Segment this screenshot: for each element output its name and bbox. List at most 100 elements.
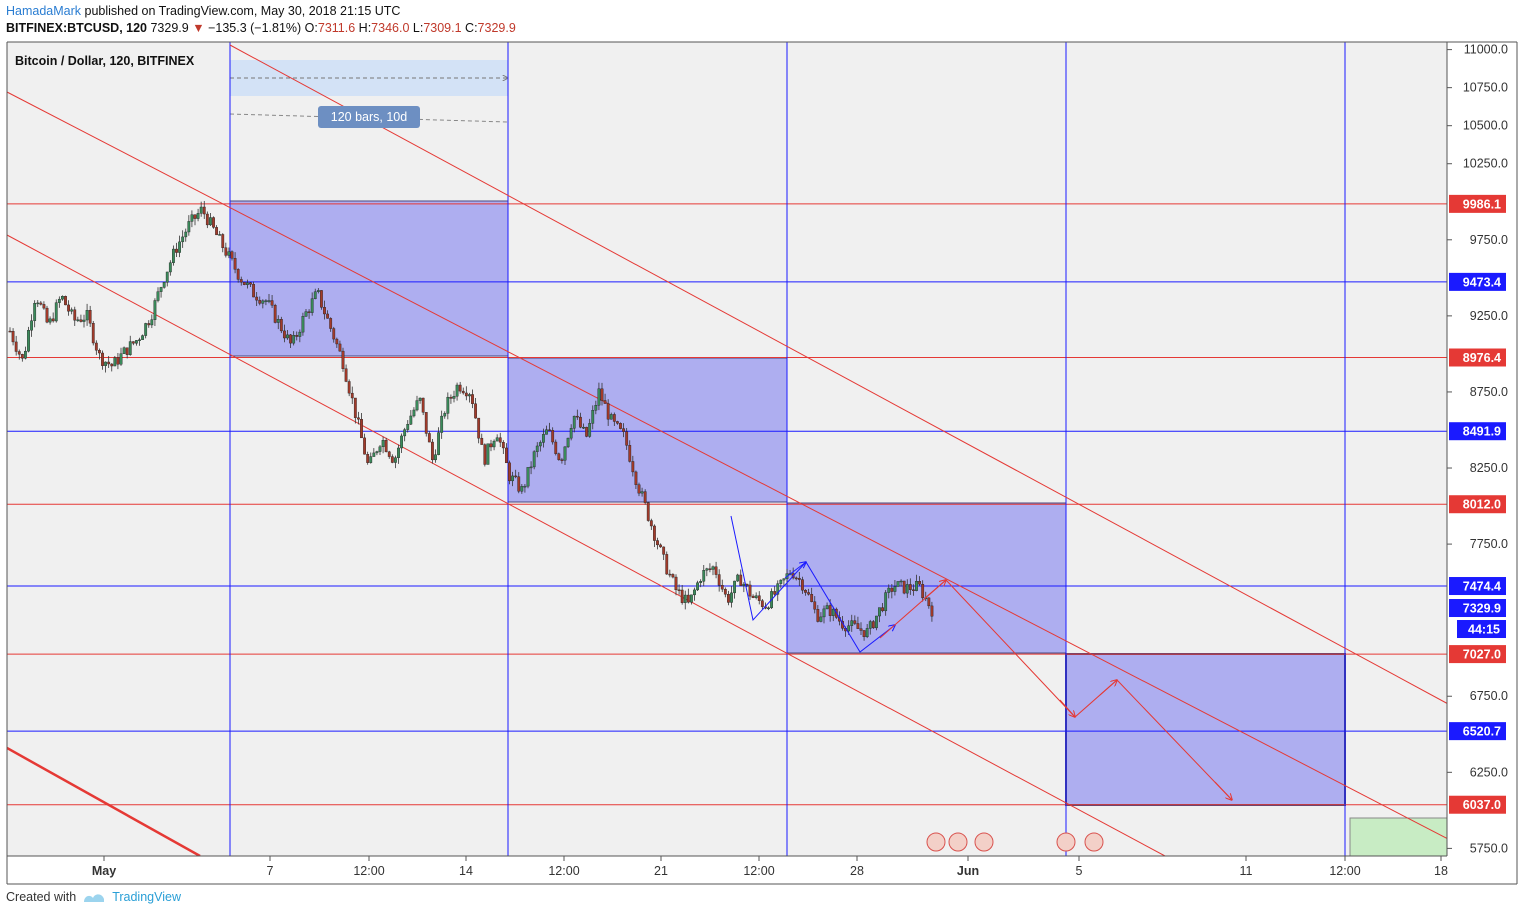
candle-body (326, 313, 329, 319)
x-tick-label: 12:00 (1329, 864, 1360, 878)
us-flag-icon[interactable] (1084, 832, 1104, 852)
candle-body (350, 392, 354, 399)
box-2[interactable] (507, 357, 788, 503)
candle-body (727, 594, 730, 603)
candle-body (156, 291, 160, 301)
vertical-lines (229, 42, 1346, 856)
price-level-label: 9986.1 (1463, 197, 1501, 211)
candle-body (184, 231, 188, 238)
candle-body (316, 290, 320, 292)
candle-body (899, 580, 903, 583)
us-flag-icon[interactable] (948, 832, 968, 852)
candle-body (119, 353, 123, 365)
candle-body (387, 451, 391, 457)
price-level-badge (1449, 194, 1506, 213)
candle-body (332, 328, 336, 340)
box-3[interactable] (786, 502, 1067, 654)
us-flag-icon[interactable] (926, 832, 946, 852)
candle-body (85, 310, 89, 321)
candle-body (545, 429, 548, 435)
candle-body (477, 417, 481, 439)
candle-body (779, 579, 783, 584)
x-axis-panel[interactable] (7, 857, 1448, 885)
candle-body (270, 300, 274, 306)
candle-body (446, 396, 450, 414)
candle-body (455, 384, 459, 397)
price-level-badge (1449, 348, 1506, 367)
chart-header: HamadaMark published on TradingView.com,… (6, 3, 516, 39)
candle-body (258, 299, 262, 304)
candle-body (233, 257, 237, 270)
candle-body (461, 390, 465, 394)
candle-body (14, 341, 18, 352)
candle-body (813, 601, 817, 610)
x-tick-label: 12:00 (353, 864, 384, 878)
candle-body (480, 437, 484, 445)
candle-body (492, 440, 496, 448)
candle-body (17, 351, 21, 355)
candle-body (597, 388, 601, 406)
candle-body (856, 623, 860, 629)
x-tick-label: 18 (1434, 864, 1448, 878)
channel-middle[interactable] (7, 91, 1450, 840)
candle-body (563, 446, 567, 461)
candle-body (887, 587, 891, 593)
author-name[interactable]: HamadaMark (6, 4, 82, 18)
candle-body (153, 300, 157, 320)
candle-body (384, 440, 388, 453)
channel-bottom-thick[interactable] (7, 746, 201, 856)
candle-body (612, 414, 616, 422)
candle-body (532, 451, 536, 468)
high-value: 7346.0 (371, 21, 410, 35)
red-arrow-1 (924, 580, 946, 599)
candle-body (822, 608, 826, 618)
measure-range-box[interactable] (230, 60, 508, 96)
us-flag-icon[interactable] (1056, 832, 1076, 852)
y-tick-label: 8250.0 (1470, 461, 1508, 475)
us-flag-icon[interactable] (974, 832, 994, 852)
candle-body (517, 476, 521, 492)
candle-body (79, 319, 83, 322)
channel-lower[interactable] (7, 234, 1166, 856)
candle-body (884, 592, 888, 612)
x-axis-ticks: May 7 12:00 14 12:00 21 12:00 28 Jun 5 11 12:00 18 (92, 856, 1448, 878)
candle-body (471, 394, 474, 404)
candle-body (498, 437, 502, 443)
candle-body (144, 323, 148, 336)
green-box[interactable] (1349, 817, 1450, 858)
candle-body (48, 318, 52, 323)
candle-body (680, 589, 684, 603)
candle-body (437, 432, 440, 455)
candle-body (619, 423, 622, 429)
channel-upper[interactable] (229, 44, 1450, 705)
event-flags[interactable] (926, 832, 1104, 852)
candle-body (733, 580, 736, 594)
candle-body (252, 284, 255, 298)
candle-body (190, 214, 194, 222)
candle-body (640, 491, 644, 494)
candle-body (390, 456, 394, 463)
y-axis-ticks: 11000.0 10750.0 10500.0 10250.0 9750.0 9250.0… (1447, 43, 1508, 855)
low-value: 7309.1 (423, 21, 462, 35)
box-1[interactable] (229, 200, 509, 357)
candle-body (64, 296, 67, 306)
candle-body (646, 502, 650, 521)
candle-body (699, 581, 703, 583)
candle-body (588, 423, 592, 437)
candle-body (801, 579, 804, 591)
price-level-badge (1449, 495, 1506, 514)
candle-body (662, 546, 666, 555)
candle-body (199, 206, 203, 214)
tradingview-brand[interactable]: TradingView (112, 890, 181, 904)
price-chart[interactable]: Bitcoin / Dollar, 120, BITFINEX 120 bars… (0, 40, 1520, 885)
price-level-badge (1449, 645, 1506, 664)
candle-body (508, 462, 511, 482)
close-label: C: (465, 21, 478, 35)
candle-body (73, 309, 77, 321)
candle-body (538, 442, 542, 447)
y-axis-panel[interactable] (1448, 42, 1518, 856)
candle-body (440, 415, 444, 433)
candle-body (921, 584, 925, 599)
candle-body (412, 409, 416, 417)
box-4[interactable] (1065, 653, 1346, 806)
